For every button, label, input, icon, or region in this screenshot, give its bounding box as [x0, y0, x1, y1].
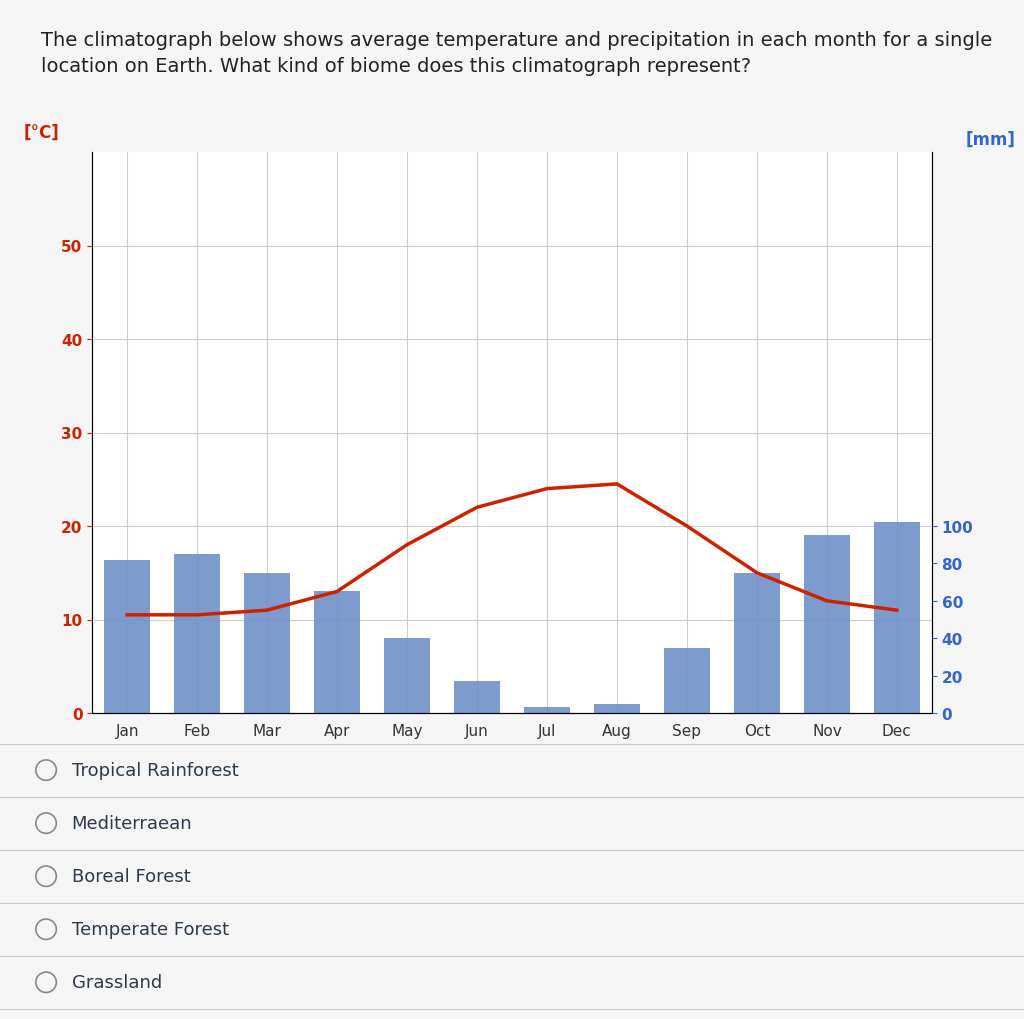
- Bar: [804, 536, 850, 713]
- Text: Temperate Forest: Temperate Forest: [72, 920, 228, 938]
- Bar: [665, 648, 710, 713]
- Bar: [524, 707, 569, 713]
- Bar: [314, 592, 359, 713]
- Y-axis label: [mm]: [mm]: [966, 130, 1016, 149]
- Text: Grassland: Grassland: [72, 973, 162, 991]
- Y-axis label: [°C]: [°C]: [24, 123, 59, 142]
- Text: Tropical Rainforest: Tropical Rainforest: [72, 761, 239, 780]
- Text: The climatograph below shows average temperature and precipitation in each month: The climatograph below shows average tem…: [41, 31, 992, 76]
- Bar: [874, 523, 920, 713]
- Text: Boreal Forest: Boreal Forest: [72, 867, 190, 886]
- Bar: [245, 573, 290, 713]
- Text: Mediterraean: Mediterraean: [72, 814, 193, 833]
- Bar: [455, 682, 500, 713]
- Bar: [174, 554, 220, 713]
- Bar: [734, 573, 779, 713]
- Bar: [594, 704, 640, 713]
- Bar: [104, 560, 150, 713]
- Bar: [384, 639, 430, 713]
